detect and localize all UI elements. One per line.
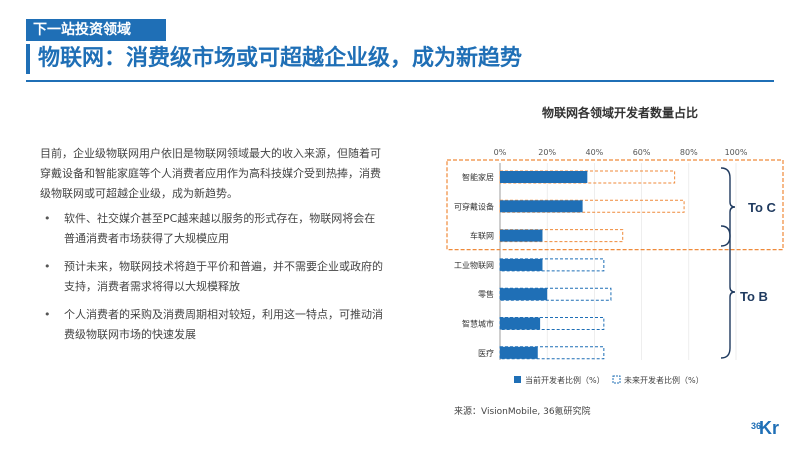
category-label: 零售 [478,289,494,299]
category-label: 可穿戴设备 [454,201,494,211]
current-share-bar [500,171,588,183]
current-share-bar [500,229,543,242]
logo-top-text: 36 [751,421,762,431]
to-b-brace [720,225,736,359]
x-tick-label: 0% [494,148,507,157]
future-share-bar [499,229,624,243]
current-share-bar [500,258,543,271]
page-title: 物联网：消费级市场或可超越企业级，成为新趋势 [26,44,522,74]
chart-title: 物联网各领域开发者数量占比 [541,106,698,120]
legend-swatch-current [514,376,521,383]
body-text: 目前，企业级物联网用户依旧是物联网领域最大的收入来源，但随着可穿戴设备和智能家庭… [40,144,385,353]
bullet-item: 软件、社交媒介甚至PC越来越以服务的形式存在，物联网将会在普通消费者市场获得了大… [40,209,385,249]
category-label: 车联网 [470,231,494,241]
logo-main-text: Kr [759,418,780,438]
current-share-bar [500,317,541,330]
title-underline [26,80,774,82]
intro-paragraph: 目前，企业级物联网用户依旧是物联网领域最大的收入来源，但随着可穿戴设备和智能家庭… [40,147,381,200]
current-share-bar [500,288,548,301]
to-c-brace [720,167,736,247]
current-share-bar [500,200,583,213]
legend-swatch-future [612,375,621,384]
to-c-label: To C [748,200,777,215]
to-c-highlight-box [446,159,784,251]
bullet-item: 预计未来，物联网技术将趋于平价和普遍，并不需要企业或政府的支持，消费者需求将得以… [40,257,385,297]
x-tick-label: 20% [538,148,556,157]
legend-label-future: 未来开发者比例（%） [624,375,704,385]
legend-label-current: 当前开发者比例（%） [525,375,605,385]
x-tick-label: 80% [680,148,698,157]
bullet-list: 软件、社交媒介甚至PC越来越以服务的形式存在，物联网将会在普通消费者市场获得了大… [40,209,385,345]
category-label: 工业物联网 [454,260,494,270]
x-tick-label: 40% [586,148,604,157]
future-share-bar [499,287,612,301]
category-label: 智能家居 [462,172,494,182]
x-tick-label: 60% [633,148,651,157]
category-label: 医疗 [478,348,494,358]
section-tag: 下一站投资领域 [26,19,166,41]
current-share-bar [500,346,538,359]
bullet-item: 个人消费者的采购及消费周期相对较短，利用这一特点，可推动消费级物联网市场的快速发… [40,305,385,345]
category-label: 智慧城市 [462,319,494,329]
x-tick-label: 100% [725,148,748,157]
source-note: 来源：VisionMobile, 36氪研究院 [454,407,591,417]
to-b-label: To B [740,289,768,304]
